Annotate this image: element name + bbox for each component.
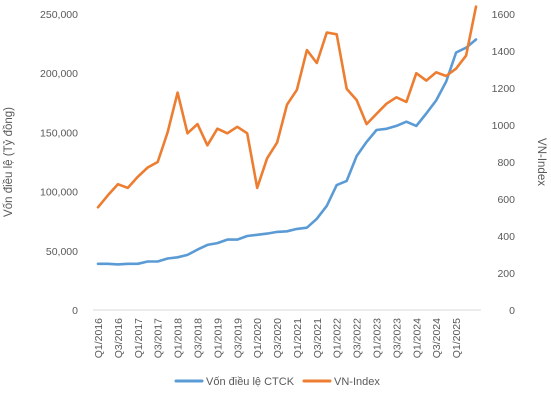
left-axis-ticks: 0 50,000 100,000 150,000 200,000 250,000 bbox=[40, 9, 78, 317]
series-lines bbox=[96, 5, 478, 266]
left-axis-title: Vốn điều lệ (Tỷ đồng) bbox=[3, 107, 15, 217]
x-axis-ticks: Q1/2016 Q3/2016 Q1/2017 Q3/2017 Q1/2018 Q3/20… bbox=[93, 318, 463, 358]
x-tick-label: Q1/2022 bbox=[332, 318, 344, 358]
x-tick-label: Q1/2025 bbox=[451, 318, 463, 358]
right-tick-label: 0 bbox=[509, 305, 515, 317]
legend-label-von-dieu-le: Vốn điều lệ CTCK bbox=[206, 376, 295, 388]
left-tick-label: 150,000 bbox=[40, 127, 78, 139]
right-axis-title: VN-Index bbox=[535, 138, 547, 186]
right-tick-label: 400 bbox=[497, 231, 515, 243]
x-tick-label: Q3/2017 bbox=[153, 318, 165, 358]
x-tick-label: Q3/2016 bbox=[113, 318, 125, 358]
right-tick-label: 600 bbox=[497, 194, 515, 206]
x-tick-label: Q1/2020 bbox=[252, 318, 264, 358]
x-tick-label: Q1/2017 bbox=[133, 318, 145, 358]
x-tick-label: Q3/2023 bbox=[391, 318, 403, 358]
left-tick-label: 250,000 bbox=[40, 9, 78, 21]
x-tick-label: Q3/2024 bbox=[431, 318, 443, 358]
legend-label-vn-index: VN-Index bbox=[334, 376, 380, 388]
x-tick-label: Q3/2020 bbox=[272, 318, 284, 358]
x-tick-label: Q1/2016 bbox=[93, 318, 105, 358]
x-tick-label: Q3/2022 bbox=[352, 318, 364, 358]
x-tick-label: Q1/2024 bbox=[411, 318, 423, 358]
left-tick-label: 0 bbox=[72, 305, 78, 317]
right-axis-ticks: 0 200 400 600 800 1000 1200 1400 1600 bbox=[492, 9, 516, 317]
x-tick-label: Q1/2018 bbox=[173, 318, 185, 358]
x-tick-label: Q3/2018 bbox=[192, 318, 204, 358]
series-line-vn-index bbox=[96, 5, 478, 209]
x-tick-label: Q1/2019 bbox=[212, 318, 224, 358]
x-tick-label: Q1/2023 bbox=[372, 318, 384, 358]
series-line-von-dieu-le bbox=[96, 38, 478, 266]
left-tick-label: 100,000 bbox=[40, 187, 78, 199]
right-tick-label: 1000 bbox=[492, 120, 516, 132]
x-tick-label: Q3/2019 bbox=[232, 318, 244, 358]
right-tick-label: 200 bbox=[497, 268, 515, 280]
left-tick-label: 50,000 bbox=[46, 246, 78, 258]
right-tick-label: 1200 bbox=[492, 83, 516, 95]
legend: Vốn điều lệ CTCK VN-Index bbox=[174, 376, 380, 388]
x-tick-label: Q3/2021 bbox=[312, 318, 324, 358]
left-tick-label: 200,000 bbox=[40, 68, 78, 80]
x-tick-label: Q1/2021 bbox=[292, 318, 304, 358]
right-tick-label: 1400 bbox=[492, 46, 516, 58]
right-tick-label: 1600 bbox=[492, 9, 516, 21]
right-tick-label: 800 bbox=[497, 157, 515, 169]
